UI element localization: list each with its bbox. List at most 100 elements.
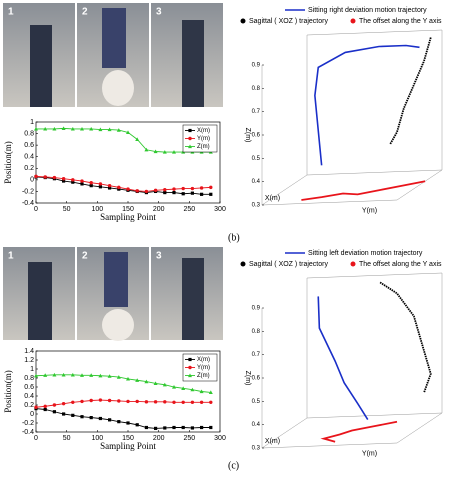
photo-figure bbox=[182, 20, 204, 107]
marker bbox=[52, 175, 57, 180]
marker bbox=[89, 398, 93, 403]
marker bbox=[181, 386, 186, 390]
marker bbox=[116, 128, 121, 132]
marker bbox=[162, 382, 167, 387]
marker bbox=[89, 181, 93, 185]
marker bbox=[209, 185, 213, 190]
y-axis-label: Position(m) bbox=[3, 370, 13, 413]
marker bbox=[154, 426, 158, 430]
marker bbox=[172, 150, 176, 154]
marker bbox=[71, 180, 75, 184]
marker bbox=[163, 400, 167, 404]
box-edge bbox=[306, 412, 443, 419]
marker bbox=[117, 187, 121, 191]
marker bbox=[126, 399, 130, 404]
z-tick-label: 0.7 bbox=[252, 352, 261, 358]
photo-robot bbox=[102, 70, 134, 106]
marker bbox=[188, 365, 192, 370]
marker bbox=[190, 186, 195, 191]
marker bbox=[107, 127, 112, 132]
marker bbox=[98, 416, 102, 421]
z-axis-label: Z(m) bbox=[244, 128, 251, 143]
marker bbox=[208, 390, 213, 394]
photo-number: 3 bbox=[156, 251, 162, 262]
x-tick-label: 100 bbox=[91, 206, 103, 213]
marker bbox=[181, 186, 185, 191]
box-edge bbox=[306, 272, 443, 279]
marker bbox=[43, 175, 47, 179]
x-tick-label: 0 bbox=[34, 206, 38, 213]
x-tick-label: 300 bbox=[214, 206, 226, 213]
trajectory bbox=[379, 281, 432, 394]
z-tick-label: 0.5 bbox=[252, 399, 261, 405]
marker bbox=[135, 137, 140, 141]
box-edge bbox=[306, 29, 443, 36]
marker bbox=[107, 374, 112, 378]
marker bbox=[153, 188, 158, 192]
marker bbox=[80, 126, 84, 131]
marker bbox=[126, 187, 130, 191]
marker bbox=[98, 398, 103, 402]
z-tick-label: 0.3 bbox=[252, 446, 261, 452]
box-edge bbox=[306, 169, 443, 176]
marker bbox=[172, 385, 176, 389]
legend-label: Sitting left deviation motion trajectory bbox=[308, 250, 423, 257]
marker bbox=[43, 126, 48, 131]
marker bbox=[43, 404, 47, 409]
series-line bbox=[35, 408, 211, 429]
x-tick-label: 200 bbox=[153, 206, 165, 213]
y-axis-label: Position(m) bbox=[3, 141, 13, 184]
legend-label: X(m) bbox=[197, 128, 210, 134]
marker bbox=[62, 412, 66, 416]
box-edge bbox=[261, 174, 308, 206]
marker bbox=[190, 191, 194, 195]
legend-label: Sitting right deviation motion trajector… bbox=[308, 7, 427, 14]
box-edge bbox=[261, 199, 398, 206]
marker bbox=[80, 179, 84, 183]
x-tick-label: 50 bbox=[63, 206, 71, 213]
marker bbox=[107, 183, 112, 188]
marker bbox=[135, 189, 139, 193]
marker bbox=[209, 425, 213, 430]
photo-number: 1 bbox=[8, 251, 14, 262]
z-tick-label: 0.7 bbox=[252, 109, 261, 115]
panel-label: (b) bbox=[228, 232, 240, 243]
marker bbox=[126, 376, 130, 381]
marker bbox=[144, 147, 149, 152]
photo-number: 2 bbox=[82, 7, 88, 18]
marker bbox=[61, 401, 66, 406]
marker bbox=[200, 425, 204, 430]
marker bbox=[144, 379, 149, 384]
y-tick-label: 0.6 bbox=[24, 384, 34, 391]
legend-label: Sagittal ( XOZ ) trajectory bbox=[249, 261, 328, 268]
marker bbox=[163, 187, 167, 192]
marker bbox=[199, 400, 204, 404]
photo-number: 2 bbox=[82, 251, 88, 262]
marker bbox=[135, 378, 140, 382]
y-tick-label: 0.2 bbox=[24, 165, 34, 172]
trajectory bbox=[317, 296, 369, 421]
marker bbox=[61, 372, 66, 377]
marker bbox=[209, 192, 213, 196]
marker bbox=[117, 420, 121, 424]
photo-number: 1 bbox=[8, 7, 14, 18]
marker bbox=[98, 182, 103, 186]
x-tick-label: 200 bbox=[153, 435, 165, 442]
y-axis-label: Y(m) bbox=[362, 207, 377, 214]
z-tick-label: 0.3 bbox=[252, 203, 261, 209]
marker bbox=[188, 144, 192, 149]
marker bbox=[126, 421, 130, 425]
marker bbox=[52, 126, 57, 131]
trajectory bbox=[314, 44, 420, 166]
marker bbox=[71, 400, 75, 404]
marker bbox=[89, 373, 94, 377]
marker bbox=[188, 373, 192, 378]
marker bbox=[153, 400, 158, 404]
panel-label: (c) bbox=[228, 460, 239, 471]
box-edge bbox=[261, 442, 398, 449]
marker bbox=[181, 400, 185, 404]
marker bbox=[98, 127, 103, 132]
marker bbox=[181, 192, 185, 196]
marker bbox=[135, 399, 139, 404]
z-axis-label: Z(m) bbox=[244, 371, 251, 386]
